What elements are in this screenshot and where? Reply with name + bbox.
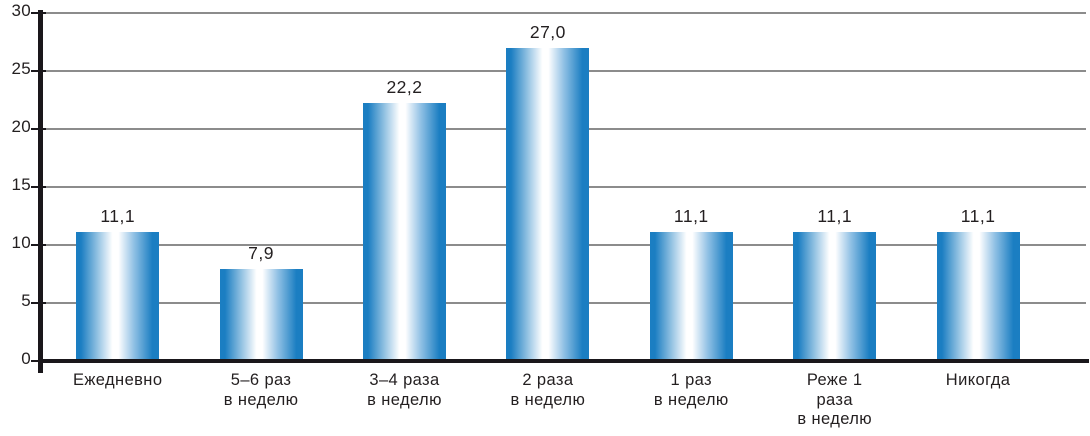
y-tick-20 <box>31 127 46 131</box>
category-label-line: раза <box>816 390 853 409</box>
bar-1 <box>219 269 303 361</box>
category-label-line: Никогда <box>945 371 1011 389</box>
category-label-4: 1 раз в неделю <box>620 371 763 410</box>
category-label-line: 1 раз <box>670 371 713 389</box>
category-label-3: 2 раза в неделю <box>476 371 619 410</box>
category-label-line: 2 раза <box>522 371 574 389</box>
y-tick-label-15: 15 <box>11 175 31 194</box>
category-label-1: 5–6 раз в неделю <box>189 371 332 410</box>
bar-value-label: 11,1 <box>100 206 136 227</box>
bar-value-label: 11,1 <box>960 206 996 227</box>
y-tick-label-10: 10 <box>11 233 31 252</box>
category-label-line: в неделю <box>223 390 299 409</box>
bar-value-label: 7,9 <box>248 243 274 264</box>
category-label-6: Никогда <box>906 371 1049 391</box>
y-tick-10 <box>31 243 46 247</box>
category-label-2: 3–4 раза в неделю <box>333 371 476 410</box>
category-label-line: Реже 1 <box>806 371 863 389</box>
bar-0 <box>76 232 160 361</box>
bar-3 <box>506 47 590 361</box>
bar-5 <box>793 232 877 361</box>
y-tick-label-5: 5 <box>21 291 31 310</box>
y-tick-label-20: 20 <box>11 117 31 136</box>
category-label-5: Реже 1 раза в неделю <box>763 371 906 430</box>
y-tick-15 <box>31 185 46 189</box>
y-tick-label-30: 30 <box>11 1 31 20</box>
bar-value-label: 11,1 <box>673 206 709 227</box>
bar-2 <box>363 103 446 361</box>
category-label-line: в неделю <box>653 390 729 409</box>
category-label-0: Ежедневно <box>46 371 189 391</box>
category-label-line: в неделю <box>797 410 873 428</box>
category-label-line: 5–6 раз <box>230 371 292 389</box>
gridline-30 <box>42 12 1086 14</box>
bar-4 <box>649 232 733 361</box>
x-axis-line <box>38 358 1089 364</box>
bar-6 <box>936 232 1020 361</box>
category-label-line: в неделю <box>510 390 586 409</box>
y-tick-25 <box>31 69 46 73</box>
category-label-line: 3–4 раза <box>369 371 440 389</box>
y-tick-5 <box>31 301 46 305</box>
y-axis-line <box>38 10 43 373</box>
y-tick-30 <box>31 11 46 15</box>
bar-value-label: 11,1 <box>817 206 853 227</box>
category-label-line: Ежедневно <box>72 371 163 389</box>
y-tick-label-0: 0 <box>21 349 31 368</box>
y-tick-label-25: 25 <box>11 59 31 78</box>
y-tick-0 <box>31 359 46 363</box>
category-label-line: в неделю <box>367 390 442 409</box>
bar-value-label: 22,2 <box>386 77 423 98</box>
bar-value-label: 27,0 <box>529 21 566 42</box>
